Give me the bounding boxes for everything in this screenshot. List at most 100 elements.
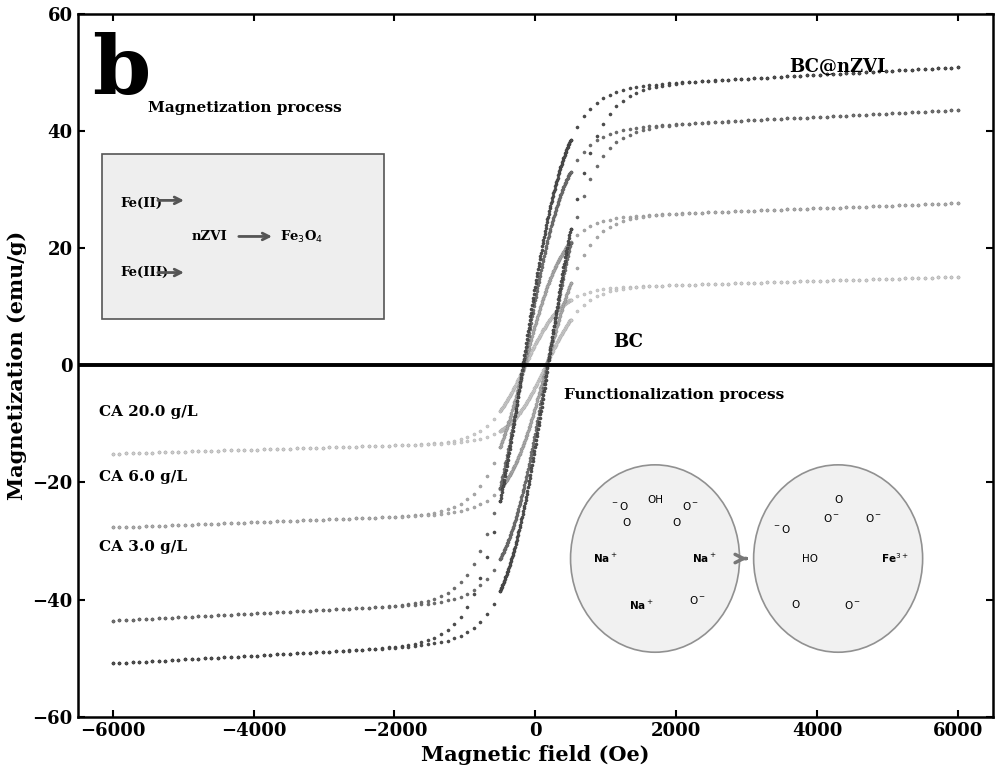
Point: [558, 320, 574, 333]
Point: [497, 467, 513, 479]
Point: [453, 576, 469, 588]
Point: [523, 462, 539, 474]
Point: [111, 614, 127, 626]
Point: [714, 74, 730, 86]
Point: [537, 374, 553, 387]
Point: [289, 442, 305, 455]
Point: [144, 655, 160, 668]
Point: [904, 272, 920, 284]
Point: [687, 279, 703, 291]
Point: [544, 334, 560, 346]
Point: [525, 327, 541, 340]
Point: [538, 219, 554, 232]
Point: [164, 445, 180, 458]
Point: [532, 384, 548, 397]
Point: [548, 308, 564, 320]
Point: [950, 61, 966, 73]
Point: [546, 209, 562, 222]
Point: [550, 316, 566, 328]
Point: [537, 378, 553, 390]
Point: [819, 201, 835, 214]
Point: [910, 106, 926, 118]
Point: [527, 441, 543, 453]
Point: [533, 299, 549, 311]
Point: [851, 273, 867, 286]
Point: [559, 319, 575, 331]
Point: [539, 318, 555, 330]
Point: [937, 198, 953, 210]
Point: [786, 203, 802, 215]
Point: [503, 466, 519, 478]
Point: [494, 471, 510, 483]
Point: [367, 511, 383, 523]
Point: [519, 355, 535, 367]
Text: BC: BC: [613, 333, 643, 350]
Point: [528, 277, 544, 290]
Point: [529, 377, 545, 389]
Point: [528, 379, 544, 391]
Point: [560, 247, 576, 259]
Point: [513, 445, 529, 457]
Point: [407, 597, 423, 609]
Point: [687, 207, 703, 219]
Point: [805, 69, 821, 81]
Point: [243, 650, 259, 662]
Point: [544, 195, 560, 207]
Point: [558, 289, 574, 301]
Point: [897, 199, 913, 212]
Point: [510, 381, 526, 393]
Point: [524, 459, 540, 471]
Point: [674, 208, 690, 220]
Point: [549, 174, 565, 186]
Point: [554, 248, 570, 260]
Point: [540, 278, 556, 290]
Point: [740, 114, 756, 127]
Point: [510, 388, 526, 400]
Point: [509, 388, 525, 400]
Point: [367, 512, 383, 524]
Point: [341, 513, 357, 525]
Point: [539, 281, 555, 293]
Point: [223, 444, 239, 456]
Point: [539, 362, 555, 374]
Point: [542, 313, 558, 325]
Point: [648, 208, 664, 221]
Point: [335, 513, 351, 525]
Point: [733, 277, 749, 290]
Point: [521, 340, 537, 353]
Point: [486, 526, 502, 538]
Point: [295, 442, 311, 455]
Point: [554, 302, 570, 314]
Point: [576, 224, 592, 236]
Point: [125, 520, 141, 533]
Point: [512, 376, 528, 388]
Point: [516, 503, 532, 515]
Point: [472, 432, 488, 445]
Point: [563, 313, 579, 326]
Point: [681, 117, 697, 130]
Point: [275, 515, 291, 527]
Point: [858, 273, 874, 286]
Point: [500, 419, 516, 432]
Point: [190, 445, 206, 457]
Point: [105, 615, 121, 627]
Point: [525, 440, 541, 452]
Point: [515, 438, 531, 451]
Point: [184, 611, 200, 623]
Point: [917, 198, 933, 211]
Point: [812, 69, 828, 81]
Point: [420, 509, 436, 521]
Text: Na$^+$: Na$^+$: [593, 552, 618, 565]
Point: [805, 202, 821, 215]
Point: [440, 437, 456, 449]
Point: [937, 104, 953, 117]
Point: [674, 76, 690, 89]
Point: [563, 313, 579, 326]
Point: [557, 243, 573, 256]
Point: [537, 228, 553, 240]
Point: [177, 445, 193, 458]
Point: [453, 611, 469, 623]
Point: [509, 395, 525, 408]
Point: [249, 516, 265, 528]
Point: [550, 171, 566, 184]
